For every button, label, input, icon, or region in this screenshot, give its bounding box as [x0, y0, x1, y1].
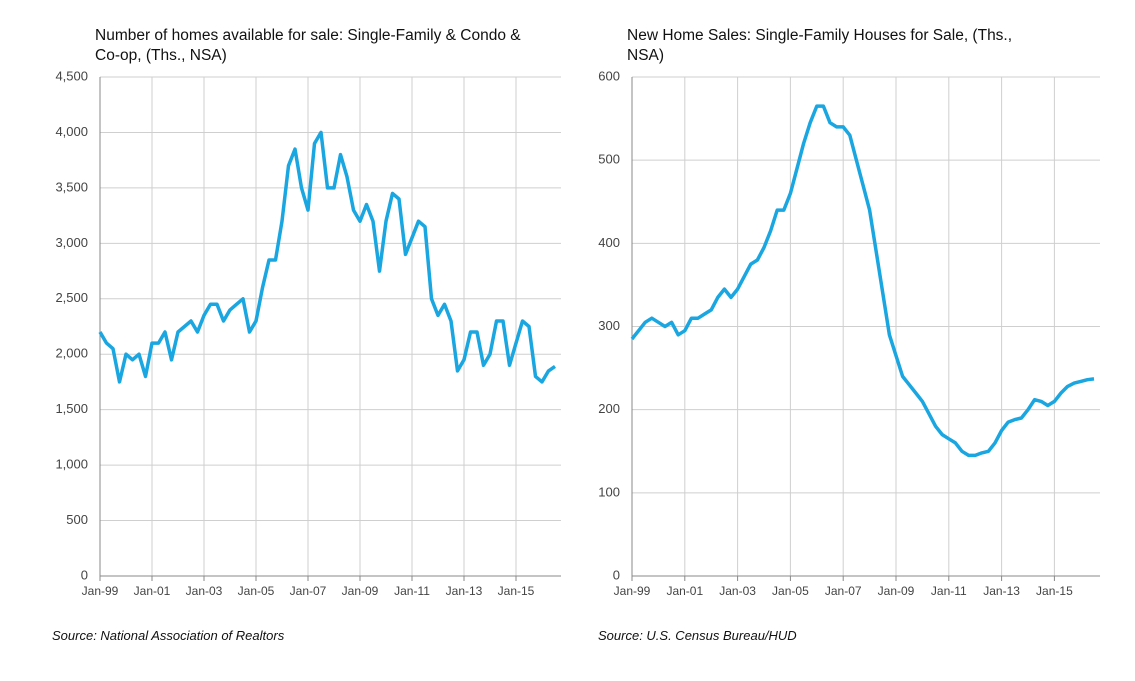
y-tick-label: 3,500 — [55, 179, 88, 194]
x-tick-label: Jan-13 — [446, 584, 483, 598]
x-tick-label: Jan-09 — [342, 584, 379, 598]
x-tick-label: Jan-99 — [614, 584, 651, 598]
y-tick-label: 4,000 — [55, 124, 88, 139]
y-tick-label: 2,000 — [55, 346, 88, 361]
y-tick-label: 500 — [66, 512, 88, 527]
y-tick-label: 1,500 — [55, 401, 88, 416]
y-tick-label: 0 — [81, 567, 88, 582]
x-tick-label: Jan-05 — [238, 584, 275, 598]
x-tick-label: Jan-13 — [983, 584, 1020, 598]
x-tick-label: Jan-11 — [931, 584, 967, 598]
data-line — [630, 104, 1095, 458]
y-tick-label: 100 — [598, 484, 620, 499]
y-tick-label: 500 — [598, 152, 620, 167]
x-tick-label: Jan-03 — [719, 584, 756, 598]
x-tick-label: Jan-99 — [82, 584, 119, 598]
x-tick-label: Jan-01 — [666, 584, 703, 598]
y-tick-label: 200 — [598, 401, 620, 416]
data-line — [98, 130, 556, 384]
x-tick-label: Jan-11 — [394, 584, 430, 598]
x-tick-label: Jan-15 — [1036, 584, 1073, 598]
y-tick-label: 3,000 — [55, 235, 88, 250]
chart-title: New Home Sales: Single-Family Houses for… — [627, 27, 1013, 64]
y-tick-label: 300 — [598, 318, 620, 333]
x-tick-label: Jan-05 — [772, 584, 809, 598]
x-tick-label: Jan-01 — [134, 584, 171, 598]
x-tick-label: Jan-09 — [878, 584, 915, 598]
y-tick-label: 400 — [598, 235, 620, 250]
x-tick-label: Jan-03 — [186, 584, 223, 598]
chart-title: Number of homes available for sale: Sing… — [95, 27, 521, 64]
y-tick-label: 0 — [613, 567, 620, 582]
y-tick-label: 1,000 — [55, 457, 88, 472]
source: Source: U.S. Census Bureau/HUD — [598, 628, 797, 643]
x-tick-label: Jan-07 — [825, 584, 862, 598]
y-tick-label: 2,500 — [55, 290, 88, 305]
x-tick-label: Jan-15 — [498, 584, 535, 598]
x-tick-label: Jan-07 — [290, 584, 327, 598]
source: Source: National Association of Realtors — [52, 628, 285, 643]
y-tick-label: 600 — [598, 68, 620, 83]
y-tick-label: 4,500 — [55, 68, 88, 83]
